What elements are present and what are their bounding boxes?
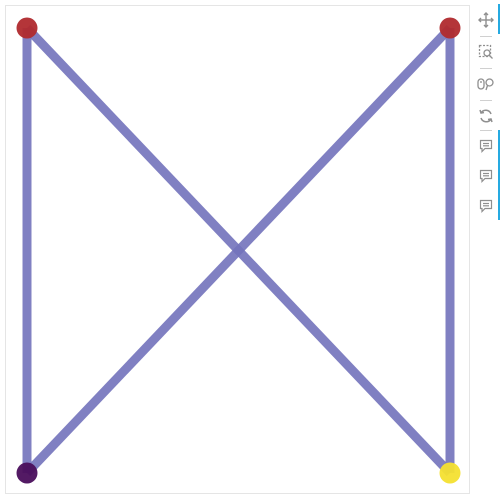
hover-tool-button[interactable]: [474, 134, 498, 158]
plot-area[interactable]: [5, 5, 470, 494]
hover-icon: [479, 199, 493, 213]
hover-icon: [479, 169, 493, 183]
box-zoom-icon: [478, 44, 493, 59]
node-bottom-right[interactable]: [439, 462, 461, 484]
pan-icon: [478, 12, 494, 28]
edge-top-right-bottom-left: [23, 24, 454, 477]
network-graph: [16, 17, 461, 484]
node-top-left[interactable]: [16, 17, 38, 39]
reset-tool-button[interactable]: [474, 104, 498, 128]
hover-tool-button[interactable]: [474, 194, 498, 218]
toolbar-separator: [480, 36, 492, 37]
pan-active-indicator: [498, 4, 500, 34]
hover-icon: [479, 139, 493, 153]
plot-toolbar: [472, 4, 500, 220]
toolbar-separator: [480, 68, 492, 69]
box-zoom-tool-button[interactable]: [474, 40, 498, 64]
toolbar-separator: [480, 100, 492, 101]
reset-icon: [479, 109, 493, 123]
node-bottom-left[interactable]: [16, 462, 38, 484]
hover-active-indicator: [498, 130, 500, 220]
wheel-zoom-icon: [477, 78, 494, 91]
wheel-zoom-tool-button[interactable]: [474, 72, 498, 96]
toolbar-separator: [480, 130, 492, 131]
hover-tool-button[interactable]: [474, 164, 498, 188]
node-top-right[interactable]: [439, 17, 461, 39]
pan-tool-button[interactable]: [474, 8, 498, 32]
